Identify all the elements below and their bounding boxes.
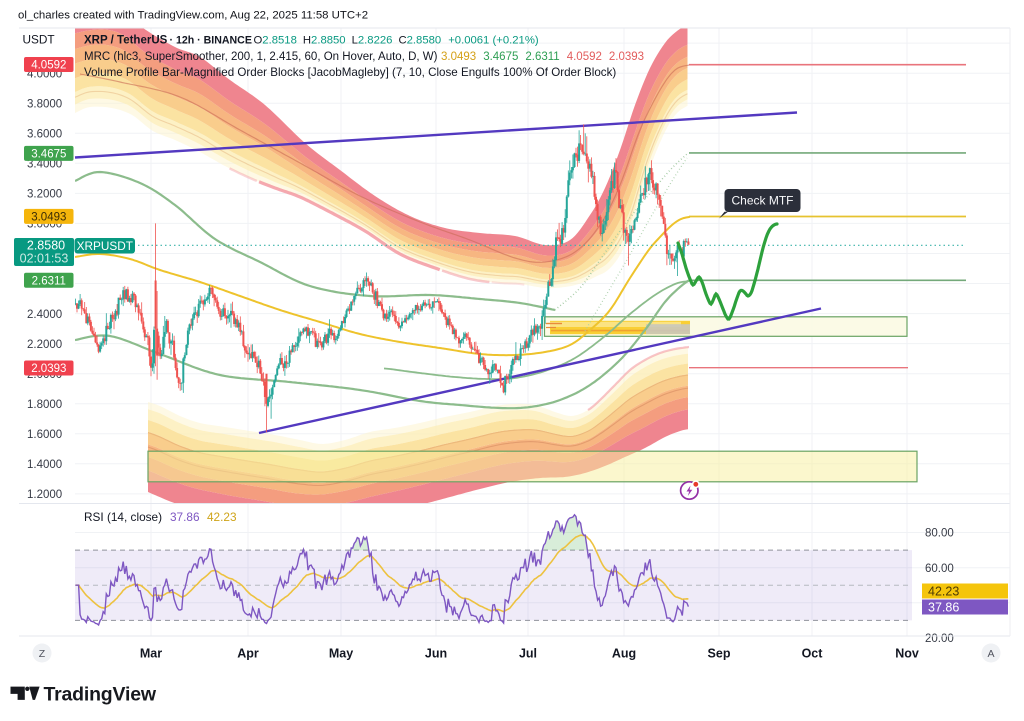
svg-text:3.8000: 3.8000 bbox=[27, 98, 62, 110]
svg-text:USDT: USDT bbox=[23, 33, 55, 47]
svg-text:1.8000: 1.8000 bbox=[27, 399, 62, 411]
svg-text:MRC (hlc3, SuperSmoother, 200,: MRC (hlc3, SuperSmoother, 200, 1, 2.415,… bbox=[84, 51, 438, 63]
svg-text:Sep: Sep bbox=[708, 647, 731, 661]
svg-text:May: May bbox=[329, 647, 353, 661]
svg-text:2.8580: 2.8580 bbox=[27, 239, 65, 253]
svg-text:02:01:53: 02:01:53 bbox=[20, 252, 69, 266]
svg-text:2.6311: 2.6311 bbox=[32, 275, 66, 287]
svg-text:· 12h · BINANCE: · 12h · BINANCE bbox=[170, 35, 252, 47]
svg-text:3.0493: 3.0493 bbox=[31, 211, 66, 223]
svg-text:20.00: 20.00 bbox=[925, 633, 954, 645]
svg-text:1.6000: 1.6000 bbox=[27, 429, 62, 441]
svg-text:3.4675: 3.4675 bbox=[31, 148, 66, 160]
svg-text:XRP / TetherUS: XRP / TetherUS bbox=[84, 35, 168, 47]
svg-text:Mar: Mar bbox=[140, 647, 162, 661]
svg-text:3.6000: 3.6000 bbox=[27, 129, 62, 141]
svg-text:37.86: 37.86 bbox=[170, 510, 200, 524]
svg-text:37.86: 37.86 bbox=[928, 601, 959, 615]
svg-text:1.4000: 1.4000 bbox=[27, 459, 62, 471]
svg-text:42.23: 42.23 bbox=[928, 585, 959, 599]
svg-text:Volume Profile Bar-Magnified O: Volume Profile Bar-Magnified Order Block… bbox=[84, 66, 616, 79]
svg-text:1.2000: 1.2000 bbox=[27, 489, 62, 501]
svg-text:Check MTF: Check MTF bbox=[731, 194, 793, 208]
svg-text:Apr: Apr bbox=[237, 647, 259, 661]
svg-text:XRPUSDT: XRPUSDT bbox=[77, 239, 133, 253]
svg-text:A: A bbox=[987, 648, 994, 660]
svg-text:42.23: 42.23 bbox=[207, 510, 237, 524]
svg-text:3.4000: 3.4000 bbox=[27, 159, 62, 171]
svg-text:60.00: 60.00 bbox=[925, 563, 954, 575]
svg-text:4.0592: 4.0592 bbox=[31, 60, 66, 72]
svg-text:2.2000: 2.2000 bbox=[27, 339, 62, 351]
svg-text:Oct: Oct bbox=[802, 647, 824, 661]
svg-text:2.0393: 2.0393 bbox=[31, 363, 66, 375]
svg-text:RSI (14, close): RSI (14, close) bbox=[84, 510, 162, 524]
svg-text:Jul: Jul bbox=[519, 647, 537, 661]
svg-text:Z: Z bbox=[39, 648, 46, 660]
svg-text:80.00: 80.00 bbox=[925, 528, 954, 540]
svg-text:TradingView: TradingView bbox=[44, 684, 157, 706]
svg-text:Jun: Jun bbox=[425, 647, 447, 661]
svg-text:Nov: Nov bbox=[895, 647, 919, 661]
svg-text:2.4000: 2.4000 bbox=[27, 309, 62, 321]
svg-text:3.2000: 3.2000 bbox=[27, 189, 62, 201]
svg-text:Aug: Aug bbox=[612, 647, 636, 661]
svg-text:ol_charles created with Tradin: ol_charles created with TradingView.com,… bbox=[18, 10, 368, 22]
